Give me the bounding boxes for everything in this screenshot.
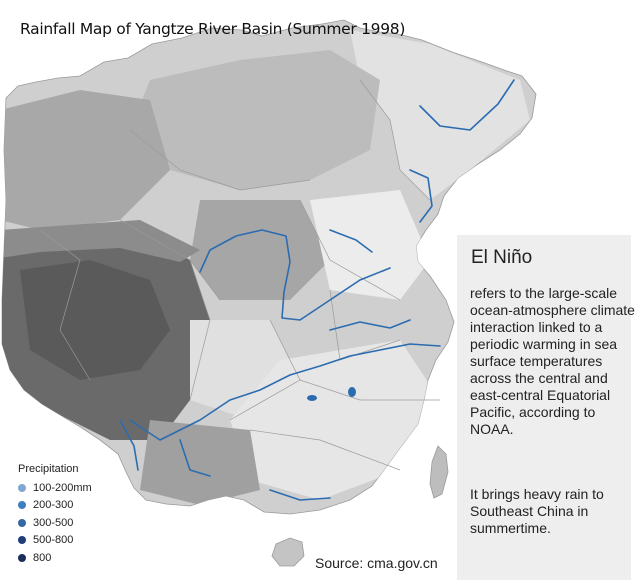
legend-label: 200-300 [33,499,74,512]
legend-swatch [18,518,26,527]
legend-label: 300-500 [33,516,74,529]
legend-swatch [18,501,26,510]
yunnan-guizhou-plateau [140,420,260,505]
legend-swatch [18,536,26,545]
el-nino-info-box: El Niño refers to the large-scale ocean-… [457,235,635,580]
dongting-lake [307,395,317,401]
southeast-hills [230,340,440,500]
rivers [119,79,515,501]
legend-label: 500-800 [33,534,74,547]
map-title: Rainfall Map of Yangtze River Basin (Sum… [20,20,406,38]
lancang-river [119,419,139,471]
huai-river [329,319,411,331]
terrain-shading [2,30,530,505]
legend-item: 200-300 [18,497,92,515]
inner-mongolia-highland [130,50,380,190]
northeast-plain [350,30,530,200]
loess-plateau [190,200,330,300]
northwest-basin [2,90,170,230]
legend-label: 100-200mm [33,481,92,494]
legend-swatch [18,483,26,492]
legend-title: Precipitation [18,463,79,475]
precipitation-legend: Precipitation 100-200mm 200-300 300-500 … [18,463,92,567]
pearl-river [269,489,331,501]
hainan-island [271,537,305,567]
north-china-plain [310,190,430,300]
songhua-river [419,79,515,131]
province-borders [39,79,440,471]
lakes [307,387,356,401]
legend-item: 300-500 [18,514,92,532]
legend-label: 800 [33,551,52,564]
yellow-river [199,229,391,321]
legend-item: 800 [18,549,92,567]
liao-river [409,169,433,223]
legend-item: 100-200mm [18,479,92,497]
poyang-lake [348,387,356,397]
info-effect: It brings heavy rain to Southeast China … [470,486,604,536]
jinsha-river [179,439,211,477]
info-definition: refers to the large-scale ocean-atmosphe… [470,285,635,437]
legend-item: 500-800 [18,532,92,550]
legend-swatch [18,553,26,562]
kunlun-range [2,220,200,262]
source-credit: Source: cma.gov.cn [315,555,438,571]
haihe-river [329,229,373,253]
info-heading: El Niño [471,247,533,268]
yangtze-river [129,343,441,441]
taiwan-island [429,445,449,499]
plateau-core [20,260,170,380]
